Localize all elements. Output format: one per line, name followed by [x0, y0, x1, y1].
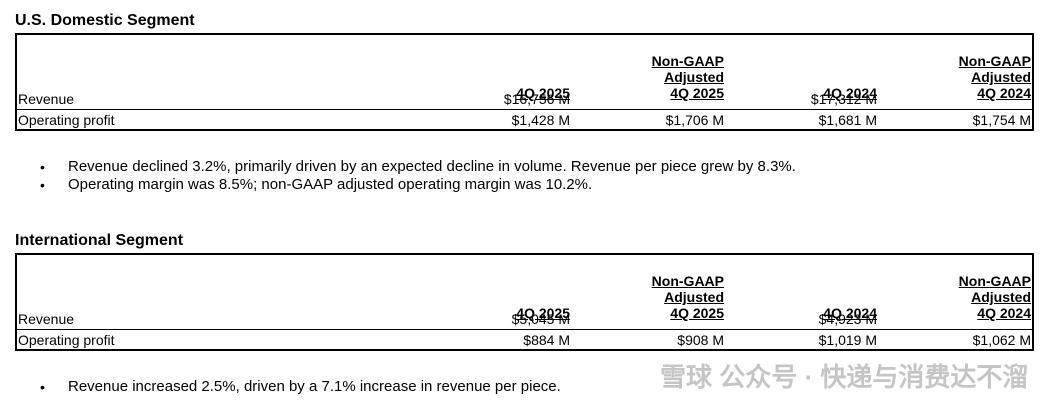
bullet-text: Revenue declined 3.2%, primarily driven … [68, 158, 796, 175]
column-header: Non-GAAP [958, 273, 1031, 289]
cell: $5,045 M [511, 311, 570, 327]
cell: $17,312 M [810, 91, 877, 107]
column-header: Non-GAAP [651, 53, 724, 69]
column-header: Adjusted [664, 69, 724, 85]
bullet-marker: • [40, 177, 45, 193]
watermark: 雪球 公众号 · 快递与消费达不溜 [660, 362, 1029, 392]
column-header: 4Q 2024 [823, 85, 877, 101]
bullet-text: Revenue increased 2.5%, driven by a 7.1%… [68, 378, 561, 395]
column-header: Adjusted [971, 69, 1031, 85]
column-header: 4Q 2025 [670, 85, 724, 101]
cell: $884 M [523, 332, 570, 348]
row-divider [15, 329, 1034, 330]
column-header: 4Q 2025 [516, 85, 570, 101]
section-title: U.S. Domestic Segment [15, 12, 195, 29]
row-label: Operating profit [18, 332, 115, 348]
column-header: Non-GAAP [651, 273, 724, 289]
row-label: Operating profit [18, 112, 115, 128]
row-divider [15, 109, 1034, 110]
section-title: International Segment [15, 232, 184, 249]
column-header: 4Q 2024 [977, 85, 1031, 101]
cell: $1,681 M [818, 112, 877, 128]
cell: $908 M [677, 332, 724, 348]
row-label: Revenue [18, 311, 75, 327]
cell: $1,062 M [972, 332, 1031, 348]
bullet-marker: • [40, 379, 45, 395]
cell: $1,019 M [818, 332, 877, 348]
column-header: Adjusted [664, 289, 724, 305]
cell: $4,923 M [818, 311, 877, 327]
column-header: 4Q 2024 [977, 305, 1031, 321]
cell: $1,706 M [665, 112, 724, 128]
row-label: Revenue [18, 91, 75, 107]
table-box [15, 253, 1034, 351]
table-box [15, 33, 1034, 131]
cell: $16,756 M [503, 91, 570, 107]
column-header: 4Q 2025 [670, 305, 724, 321]
bullet-marker: • [40, 159, 45, 175]
column-header: 4Q 2024 [823, 305, 877, 321]
cell: $1,428 M [511, 112, 570, 128]
column-header: Adjusted [971, 289, 1031, 305]
column-header: Non-GAAP [958, 53, 1031, 69]
column-header: 4Q 2025 [516, 305, 570, 321]
bullet-text: Operating margin was 8.5%; non-GAAP adju… [68, 176, 593, 193]
cell: $1,754 M [972, 112, 1031, 128]
